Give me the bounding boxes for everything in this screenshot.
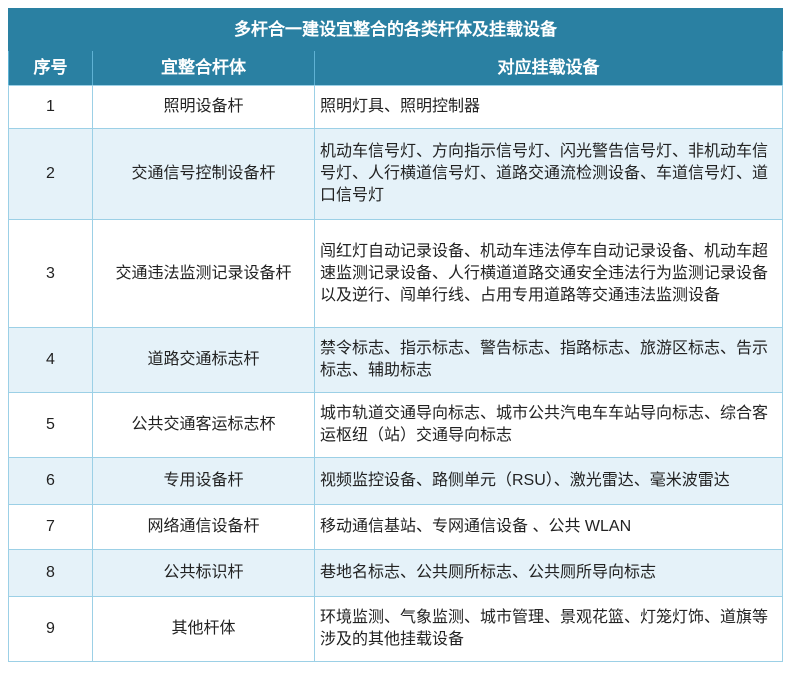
row-number: 2 [8, 128, 93, 220]
pole-type: 照明设备杆 [92, 85, 315, 129]
table-row: 8 公共标识杆 巷地名标志、公共厕所标志、公共厕所导向标志 [8, 549, 784, 597]
row-number: 8 [8, 549, 93, 597]
mounted-devices: 视频监控设备、路侧单元（RSU）、激光雷达、毫米波雷达 [313, 457, 784, 505]
mounted-devices: 禁令标志、指示标志、警告标志、指路标志、旅游区标志、告示标志、辅助标志 [313, 327, 784, 393]
table-row: 5 公共交通客运标志杯 城市轨道交通导向标志、城市公共汽电车车站导向标志、综合客运枢… [8, 392, 784, 458]
pole-type: 网络通信设备杆 [92, 504, 315, 550]
header-devices: 对应挂载设备 [313, 50, 784, 86]
row-number: 4 [8, 327, 93, 393]
pole-type: 专用设备杆 [92, 457, 315, 505]
mounted-devices: 巷地名标志、公共厕所标志、公共厕所导向标志 [313, 549, 784, 597]
mounted-devices: 机动车信号灯、方向指示信号灯、闪光警告信号灯、非机动车信号灯、人行横道信号灯、道… [313, 128, 784, 220]
table-row: 1 照明设备杆 照明灯具、照明控制器 [8, 85, 784, 129]
header-pole: 宜整合杆体 [92, 50, 315, 86]
row-number: 9 [8, 596, 93, 662]
table-row: 2 交通信号控制设备杆 机动车信号灯、方向指示信号灯、闪光警告信号灯、非机动车信号灯… [8, 128, 784, 220]
row-number: 3 [8, 219, 93, 328]
mounted-devices: 城市轨道交通导向标志、城市公共汽电车车站导向标志、综合客运枢纽（站）交通导向标志 [313, 392, 784, 458]
header-no: 序号 [8, 50, 93, 86]
table-row: 9 其他杆体 环境监测、气象监测、城市管理、景观花篮、灯笼灯饰、道旗等涉及的其他挂载… [8, 596, 784, 662]
row-number: 7 [8, 504, 93, 550]
table-row: 4 道路交通标志杆 禁令标志、指示标志、警告标志、指路标志、旅游区标志、告示标志、辅… [8, 327, 784, 393]
table-row: 7 网络通信设备杆 移动通信基站、专网通信设备 、公共 WLAN [8, 504, 784, 550]
pole-type: 道路交通标志杆 [92, 327, 315, 393]
mounted-devices: 环境监测、气象监测、城市管理、景观花篮、灯笼灯饰、道旗等涉及的其他挂载设备 [313, 596, 784, 662]
row-number: 5 [8, 392, 93, 458]
pole-type: 公共标识杆 [92, 549, 315, 597]
pole-type: 公共交通客运标志杯 [92, 392, 315, 458]
table-row: 6 专用设备杆 视频监控设备、路侧单元（RSU）、激光雷达、毫米波雷达 [8, 457, 784, 505]
pole-equipment-table: 多杆合一建设宜整合的各类杆体及挂载设备 序号 宜整合杆体 对应挂载设备 1 照明设… [7, 8, 784, 662]
mounted-devices: 闯红灯自动记录设备、机动车违法停车自动记录设备、机动车超速监测记录设备、人行横道… [313, 219, 784, 328]
table-row: 3 交通违法监测记录设备杆 闯红灯自动记录设备、机动车违法停车自动记录设备、机动车超… [8, 219, 784, 328]
pole-type: 其他杆体 [92, 596, 315, 662]
mounted-devices: 移动通信基站、专网通信设备 、公共 WLAN [313, 504, 784, 550]
mounted-devices: 照明灯具、照明控制器 [313, 85, 784, 129]
row-number: 1 [8, 85, 93, 129]
pole-type: 交通违法监测记录设备杆 [92, 219, 315, 328]
table-title: 多杆合一建设宜整合的各类杆体及挂载设备 [7, 8, 784, 51]
pole-type: 交通信号控制设备杆 [92, 128, 315, 220]
row-number: 6 [8, 457, 93, 505]
